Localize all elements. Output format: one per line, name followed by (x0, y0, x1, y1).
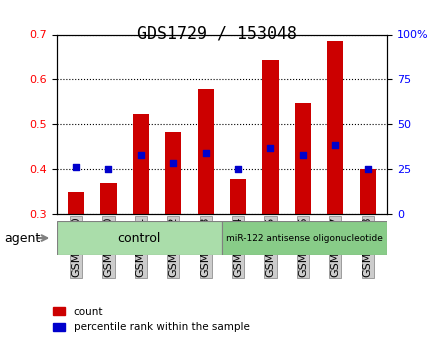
Point (202, 150, 209, 156)
Bar (294, 103, 310, 214)
Bar (197, 89, 213, 214)
Point (105, 166, 112, 172)
Point (266, 145, 273, 151)
Bar (132, 114, 148, 214)
Bar (326, 41, 342, 214)
Point (299, 152, 306, 157)
Point (72, 164, 79, 170)
Bar (68, 193, 84, 214)
Bar (359, 169, 375, 214)
Text: miR-122 antisense oligonucleotide: miR-122 antisense oligonucleotide (226, 234, 382, 243)
Point (331, 142, 338, 148)
Legend: count, percentile rank within the sample: count, percentile rank within the sample (49, 303, 253, 336)
Bar (262, 60, 278, 214)
Text: GDS1729 / 153048: GDS1729 / 153048 (137, 24, 297, 42)
Bar (100, 184, 116, 214)
Text: agent: agent (4, 231, 40, 245)
Bar (165, 132, 181, 214)
FancyBboxPatch shape (56, 221, 221, 255)
Point (234, 166, 241, 172)
Bar (230, 179, 246, 214)
FancyBboxPatch shape (221, 221, 386, 255)
Point (363, 166, 370, 172)
Text: control: control (117, 231, 161, 245)
Point (137, 152, 144, 157)
Point (169, 160, 176, 166)
